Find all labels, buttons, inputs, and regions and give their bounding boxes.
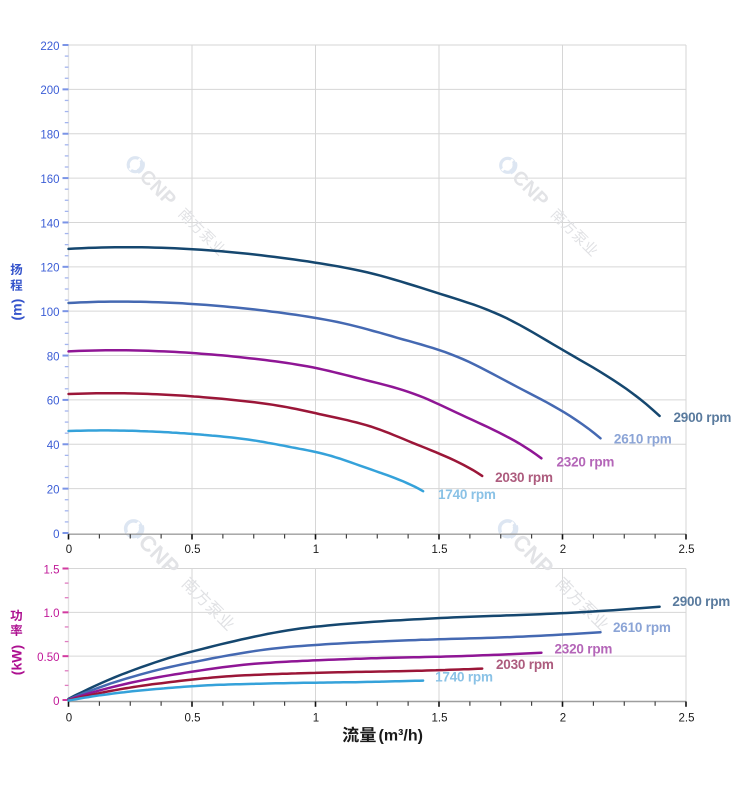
svg-text:0.5: 0.5 <box>185 713 201 725</box>
svg-text:2610 rpm: 2610 rpm <box>614 432 672 447</box>
svg-text:60: 60 <box>47 396 60 408</box>
svg-text:(m): (m) <box>9 299 25 321</box>
svg-text:0: 0 <box>66 544 72 556</box>
svg-text:1.5: 1.5 <box>432 544 448 556</box>
svg-text:1.5: 1.5 <box>44 564 60 576</box>
svg-text:2900 rpm: 2900 rpm <box>674 410 732 425</box>
svg-text:2030 rpm: 2030 rpm <box>496 657 554 672</box>
svg-text:1: 1 <box>313 544 319 556</box>
svg-text:(kW): (kW) <box>9 645 25 675</box>
svg-text:220: 220 <box>40 41 59 53</box>
svg-text:2030 rpm: 2030 rpm <box>495 470 553 485</box>
svg-text:0.5: 0.5 <box>185 544 201 556</box>
svg-text:1740 rpm: 1740 rpm <box>435 670 493 685</box>
svg-text:1740 rpm: 1740 rpm <box>438 487 496 502</box>
svg-text:1.5: 1.5 <box>432 713 448 725</box>
svg-text:80: 80 <box>47 351 60 363</box>
svg-text:2.5: 2.5 <box>679 713 695 725</box>
svg-text:0: 0 <box>53 529 59 541</box>
svg-text:180: 180 <box>40 130 59 142</box>
svg-text:2.5: 2.5 <box>679 544 695 556</box>
svg-text:0: 0 <box>53 696 59 708</box>
svg-text:160: 160 <box>40 174 59 186</box>
svg-text:120: 120 <box>40 263 59 275</box>
svg-text:1: 1 <box>313 713 319 725</box>
svg-text:200: 200 <box>40 85 59 97</box>
svg-text:20: 20 <box>47 484 60 496</box>
svg-text:2900 rpm: 2900 rpm <box>672 594 730 609</box>
svg-text:2: 2 <box>560 544 566 556</box>
svg-text:0: 0 <box>66 713 72 725</box>
svg-text:(m³/h): (m³/h) <box>379 728 423 745</box>
svg-text:2320 rpm: 2320 rpm <box>557 454 615 469</box>
svg-text:2320 rpm: 2320 rpm <box>555 641 613 656</box>
svg-text:40: 40 <box>47 440 60 452</box>
svg-text:2610 rpm: 2610 rpm <box>613 620 671 635</box>
svg-text:0.50: 0.50 <box>37 652 59 664</box>
svg-text:2: 2 <box>560 713 566 725</box>
svg-text:100: 100 <box>40 307 59 319</box>
svg-text:1.0: 1.0 <box>44 608 60 620</box>
svg-text:140: 140 <box>40 218 59 230</box>
